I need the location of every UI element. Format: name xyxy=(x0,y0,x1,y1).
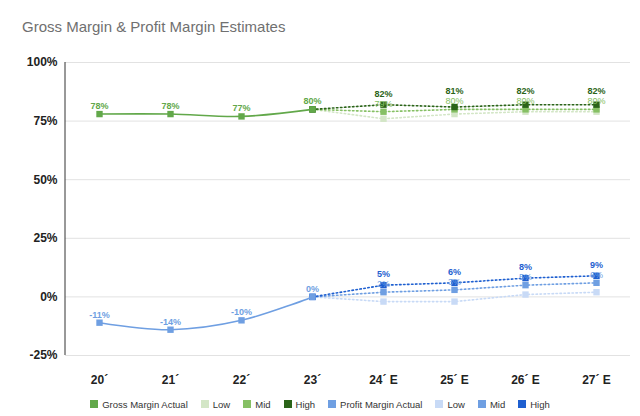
svg-text:75%: 75% xyxy=(33,114,57,128)
svg-text:24´ E: 24´ E xyxy=(369,373,398,387)
svg-text:6%: 6% xyxy=(590,270,603,280)
svg-text:79%: 79% xyxy=(374,99,392,109)
svg-text:21´: 21´ xyxy=(162,373,179,387)
svg-text:80%: 80% xyxy=(587,96,605,106)
html-text:Mid: Mid xyxy=(255,398,271,410)
svg-text:81%: 81% xyxy=(445,86,463,96)
svg-text:22´: 22´ xyxy=(233,373,250,387)
html-text:Low: Low xyxy=(447,398,465,410)
html-text:Low: Low xyxy=(212,398,231,410)
svg-text:0%: 0% xyxy=(40,290,58,304)
svg-text:80%: 80% xyxy=(516,96,534,106)
svg-text:2%: 2% xyxy=(377,279,390,289)
html-text:Gross Margin & Profit Margin E: Gross Margin & Profit Margin Estimates xyxy=(22,18,286,35)
html-text:Profit Margin Actual: Profit Margin Actual xyxy=(340,398,423,410)
svg-text:-14%: -14% xyxy=(160,317,181,327)
svg-text:26´ E: 26´ E xyxy=(511,373,540,387)
html-text:Mid: Mid xyxy=(489,398,506,410)
svg-text:82%: 82% xyxy=(374,89,392,99)
svg-text:5%: 5% xyxy=(377,269,390,279)
svg-text:20´: 20´ xyxy=(91,373,108,387)
svg-text:80%: 80% xyxy=(303,96,321,106)
svg-text:80%: 80% xyxy=(445,96,463,106)
svg-text:-25%: -25% xyxy=(29,348,57,362)
svg-text:82%: 82% xyxy=(516,86,534,96)
svg-text:0%: 0% xyxy=(306,284,319,294)
html-text:High: High xyxy=(295,398,316,410)
svg-text:25´ E: 25´ E xyxy=(440,373,469,387)
html-text:Gross Margin Actual: Gross Margin Actual xyxy=(102,398,188,410)
svg-text:23´: 23´ xyxy=(304,373,321,387)
svg-text:5%: 5% xyxy=(519,272,532,282)
svg-text:9%: 9% xyxy=(590,260,603,270)
svg-text:77%: 77% xyxy=(232,103,250,113)
svg-text:-11%: -11% xyxy=(89,310,110,320)
svg-text:3%: 3% xyxy=(448,277,461,287)
svg-text:100%: 100% xyxy=(27,55,58,69)
svg-text:27´ E: 27´ E xyxy=(582,373,611,387)
svg-text:78%: 78% xyxy=(161,101,179,111)
svg-text:8%: 8% xyxy=(519,262,532,272)
html-text:High: High xyxy=(530,398,550,410)
svg-text:82%: 82% xyxy=(587,86,605,96)
svg-text:-10%: -10% xyxy=(231,307,252,317)
svg-text:25%: 25% xyxy=(33,231,57,245)
svg-text:6%: 6% xyxy=(448,267,461,277)
svg-text:78%: 78% xyxy=(90,101,108,111)
svg-text:50%: 50% xyxy=(33,173,57,187)
